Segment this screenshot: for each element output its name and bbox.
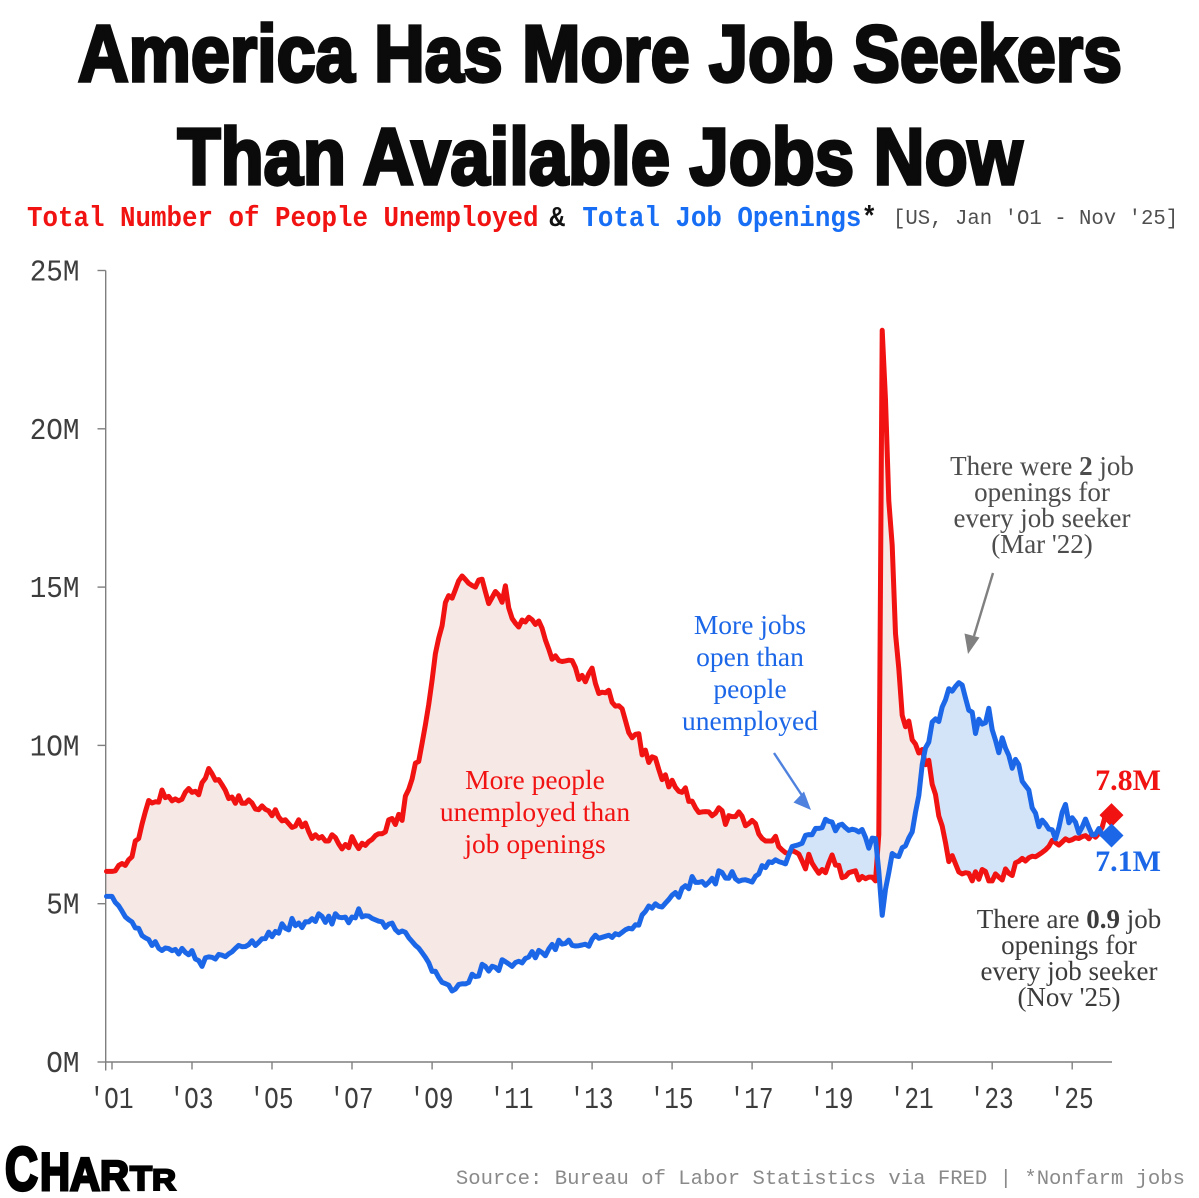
svg-text:'O3: 'O3 — [170, 1083, 214, 1118]
svg-text:openings for: openings for — [974, 477, 1110, 507]
svg-text:'O7: 'O7 — [330, 1083, 374, 1118]
svg-text:(Mar '22): (Mar '22) — [991, 529, 1093, 559]
svg-text:R: R — [152, 1164, 176, 1197]
svg-text:'11: '11 — [490, 1083, 534, 1118]
svg-text:(Nov '25): (Nov '25) — [1017, 982, 1120, 1012]
svg-text:unemployed: unemployed — [682, 705, 818, 736]
svg-text:'21: '21 — [890, 1083, 934, 1118]
svg-text:OM: OM — [46, 1047, 79, 1082]
svg-text:job openings: job openings — [463, 828, 605, 859]
svg-text:'15: '15 — [650, 1083, 694, 1118]
svg-text:More people: More people — [465, 764, 605, 795]
svg-text:Total Number of People Unemplo: Total Number of People Unemployed — [27, 202, 539, 235]
svg-text:people: people — [713, 673, 786, 704]
svg-text:openings for: openings for — [1001, 930, 1137, 960]
svg-text:2OM: 2OM — [30, 414, 80, 449]
svg-text:Source: Bureau of Labor Statis: Source: Bureau of Labor Statistics via F… — [456, 1168, 1185, 1191]
svg-text:'25: '25 — [1050, 1083, 1094, 1118]
svg-text:'17: '17 — [730, 1083, 774, 1118]
svg-text:A: A — [70, 1148, 100, 1198]
svg-text:every job seeker: every job seeker — [981, 956, 1158, 986]
svg-text:*: * — [862, 202, 878, 235]
svg-text:'O1: 'O1 — [90, 1083, 134, 1118]
svg-text:1OM: 1OM — [30, 730, 80, 765]
svg-text:'19: '19 — [810, 1083, 854, 1118]
svg-text:R: R — [100, 1152, 129, 1198]
svg-text:25M: 25M — [30, 256, 80, 291]
svg-text:'O5: 'O5 — [250, 1083, 294, 1118]
svg-text:Total Job Openings: Total Job Openings — [582, 202, 861, 235]
svg-text:[US, Jan 'O1 - Nov '25]: [US, Jan 'O1 - Nov '25] — [893, 208, 1178, 231]
svg-text:There were 2 job: There were 2 job — [950, 451, 1134, 481]
svg-text:There are 0.9 job: There are 0.9 job — [977, 904, 1161, 934]
svg-text:America Has More Job Seekers: America Has More Job Seekers — [78, 9, 1122, 98]
svg-text:every job seeker: every job seeker — [954, 503, 1131, 533]
svg-text:T: T — [130, 1160, 152, 1198]
svg-text:'13: '13 — [570, 1083, 614, 1118]
svg-text:unemployed than: unemployed than — [440, 796, 630, 827]
svg-text:5M: 5M — [46, 889, 79, 924]
svg-text:&: & — [549, 202, 565, 235]
svg-text:'O9: 'O9 — [410, 1083, 454, 1118]
svg-text:C: C — [5, 1135, 38, 1198]
svg-text:7.8M: 7.8M — [1095, 764, 1161, 797]
svg-text:Than Available Jobs Now: Than Available Jobs Now — [178, 112, 1024, 201]
svg-text:More jobs: More jobs — [694, 609, 806, 640]
svg-text:open than: open than — [696, 641, 804, 672]
svg-text:H: H — [40, 1143, 70, 1198]
svg-text:7.1M: 7.1M — [1095, 845, 1161, 878]
svg-text:15M: 15M — [30, 572, 80, 607]
svg-text:'23: '23 — [970, 1083, 1014, 1118]
